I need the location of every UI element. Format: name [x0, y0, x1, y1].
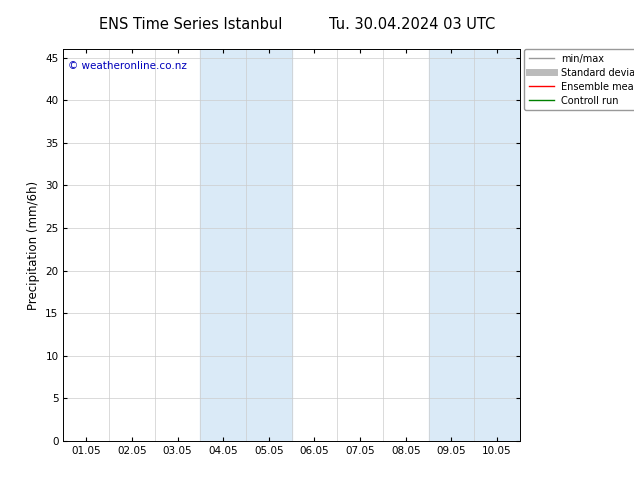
Bar: [200, 49, 292, 441]
Text: Tu. 30.04.2024 03 UTC: Tu. 30.04.2024 03 UTC: [329, 17, 495, 32]
Legend: min/max, Standard deviation, Ensemble mean run, Controll run: min/max, Standard deviation, Ensemble me…: [524, 49, 634, 110]
Text: ENS Time Series Istanbul: ENS Time Series Istanbul: [98, 17, 282, 32]
Text: © weatheronline.co.nz: © weatheronline.co.nz: [68, 61, 187, 71]
Y-axis label: Precipitation (mm/6h): Precipitation (mm/6h): [27, 180, 40, 310]
Bar: [429, 49, 520, 441]
